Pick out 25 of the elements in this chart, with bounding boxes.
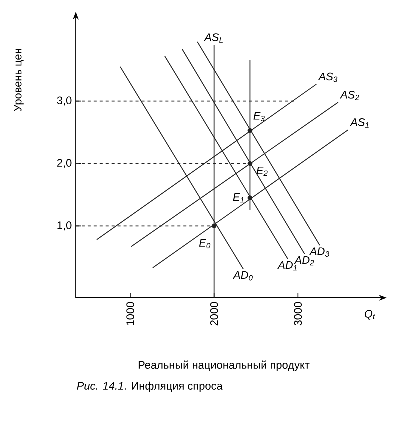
- y-tick-label: 3,0: [57, 96, 72, 106]
- x-tick-label: 3000: [294, 302, 302, 326]
- point: [248, 128, 253, 134]
- point: [248, 196, 253, 200]
- text: Рис. 14.1. Инфляция спроса: [77, 382, 223, 392]
- series-label: AD$_{0}$: [232, 271, 253, 281]
- series-label: AS$_{1}$: [350, 118, 369, 128]
- annotation: E$_{2}$: [256, 166, 268, 176]
- x-tick-label: 2000: [210, 302, 218, 326]
- text: Q$_{t}$: [364, 310, 376, 320]
- point: [212, 224, 217, 229]
- x-tick-label: 1000: [126, 302, 134, 326]
- x-axis-title: Реальный национальный продукт: [138, 360, 310, 372]
- point: [248, 161, 253, 166]
- series-label: AS$_{3}$: [318, 72, 338, 82]
- annotation: E$_{3}$: [254, 112, 265, 122]
- y-tick-label: 2,0: [57, 159, 72, 168]
- annotation: E$_{1}$: [233, 194, 244, 203]
- y-axis-title: Уровень цен: [14, 48, 24, 112]
- series-label: AS$_{L}$: [204, 34, 223, 43]
- y-tick-label: 1,0: [58, 222, 72, 231]
- series-label: AS$_{2}$: [340, 91, 360, 100]
- series-label: AD$_{2}$: [294, 256, 314, 266]
- annotation: E$_{0}$: [199, 239, 211, 249]
- series-label: AD$_{3}$: [309, 248, 330, 257]
